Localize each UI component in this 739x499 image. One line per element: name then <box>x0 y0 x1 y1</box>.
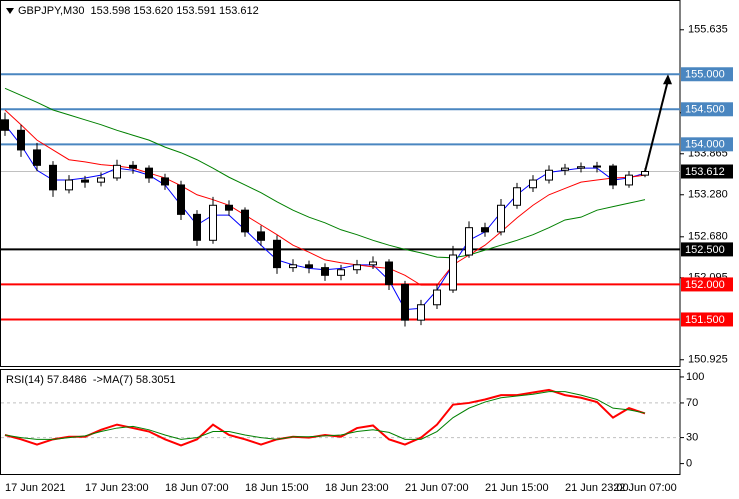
candle-body <box>33 149 41 166</box>
x-tick-label: 22 Jun 07:00 <box>613 482 677 494</box>
candle-body <box>449 254 457 291</box>
x-tick-label: 21 Jun 23:00 <box>565 482 629 494</box>
candle-body <box>161 177 169 186</box>
x-tick-label: 18 Jun 07:00 <box>165 482 229 494</box>
candle-body <box>545 169 553 181</box>
candle-body <box>305 264 313 269</box>
y-tick-label: 70 <box>686 397 698 409</box>
level-label-box <box>681 277 733 292</box>
candle-body <box>385 261 393 285</box>
rsi-line <box>4 388 646 447</box>
candle-body <box>1 119 9 131</box>
y-tick-label: 30 <box>686 432 698 444</box>
candle-body <box>241 209 249 233</box>
candle-body <box>401 283 409 321</box>
candle-body <box>369 261 377 266</box>
level-label: 155.000 <box>685 69 725 81</box>
candle-body <box>593 165 601 168</box>
x-tick-label: 17 Jun 23:00 <box>85 482 149 494</box>
price-frame <box>0 0 681 367</box>
y-tick-label: 152.680 <box>688 231 728 243</box>
rsi-line <box>4 391 646 440</box>
candle-body <box>177 184 185 215</box>
level-label: 154.000 <box>685 139 725 151</box>
candle-body <box>641 171 649 176</box>
candle-body <box>193 213 201 241</box>
current-price-label: 153.612 <box>685 166 725 178</box>
candle-body <box>81 179 89 183</box>
x-tick-label: 21 Jun 07:00 <box>405 482 469 494</box>
collapse-icon <box>6 8 14 14</box>
y-tick-label: 0 <box>686 458 692 470</box>
level-label: 154.500 <box>685 104 725 116</box>
level-label: 152.500 <box>685 244 725 256</box>
candle-body <box>321 267 329 276</box>
level-label-box <box>681 312 733 327</box>
candle-body <box>497 204 505 233</box>
x-tick-label: 18 Jun 23:00 <box>325 482 389 494</box>
candle-body <box>225 204 233 211</box>
candle-body <box>273 239 281 269</box>
candle-body <box>65 179 73 191</box>
level-label-box <box>681 242 733 257</box>
moving-average <box>4 109 646 286</box>
candle-body <box>209 204 217 241</box>
level-label-box <box>681 137 733 152</box>
candle-body <box>417 304 425 321</box>
candle-body <box>129 164 137 169</box>
x-tick-label: 17 Jun 2021 <box>5 482 66 494</box>
candle-body <box>353 264 361 271</box>
candle-body <box>113 164 121 179</box>
candle-body <box>257 231 265 241</box>
forecast-arrowhead <box>663 74 672 85</box>
candle-body <box>337 269 345 276</box>
candle-body <box>289 264 297 269</box>
y-tick-label: 153.280 <box>688 189 728 201</box>
level-label: 151.500 <box>685 314 725 326</box>
candle-body <box>97 177 105 183</box>
candle-body <box>49 164 57 191</box>
level-label-box <box>681 67 733 82</box>
level-label: 152.000 <box>685 279 725 291</box>
x-tick-label: 18 Jun 15:00 <box>245 482 309 494</box>
rsi-frame <box>0 369 681 475</box>
level-label-box <box>681 102 733 117</box>
chart-header: GBPJPY,M30 153.598 153.620 153.591 153.6… <box>18 5 259 17</box>
candle-body <box>609 165 617 186</box>
candle-body <box>513 187 521 206</box>
candle-body <box>433 289 441 306</box>
candle-body <box>465 227 473 256</box>
candle-body <box>145 167 153 179</box>
candle-body <box>561 167 569 171</box>
candle-body <box>625 174 633 186</box>
x-tick-label: 21 Jun 15:00 <box>485 482 549 494</box>
candle-body <box>529 179 537 189</box>
forecast-arrow <box>644 80 669 172</box>
rsi-title: RSI(14) 57.8486 ->MA(7) 58.3051 <box>6 374 176 386</box>
y-tick-label: 150.925 <box>688 354 728 366</box>
y-tick-label: 155.635 <box>688 24 728 36</box>
current-price-box <box>681 164 733 179</box>
y-tick-label: 100 <box>686 371 704 383</box>
candle-body <box>17 129 25 151</box>
moving-average <box>4 87 646 259</box>
candle-body <box>481 227 489 233</box>
candle-body <box>577 166 585 169</box>
